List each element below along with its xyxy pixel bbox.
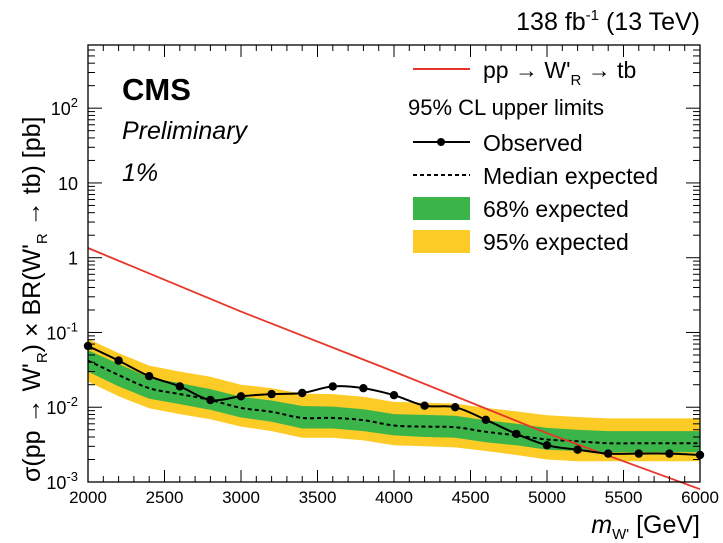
y-tick-label: 10-2 (46, 394, 78, 418)
observed-point (512, 429, 521, 439)
axis-ticks: 2000 2500 3000 3500 4000 4500 5000 5500 6000 10-3… (46, 44, 719, 507)
x-axis-title: mW' [GeV] (591, 511, 700, 543)
observed-point (420, 401, 429, 410)
legend-header: 95% CL upper limits (408, 95, 604, 120)
y-axis-title: σ(pp → W'R) × BR(W'R → tb) [pb] (18, 117, 51, 482)
width-label: 1% (122, 159, 158, 187)
y-tick-label: 102 (51, 95, 78, 119)
observed-point (542, 441, 552, 450)
y-tick-label: 10-1 (46, 319, 78, 343)
x-tick-label: 6000 (681, 488, 719, 507)
y-tick-label: 10-3 (46, 469, 78, 493)
observed-point (236, 392, 246, 401)
legend-signal-label: pp → W'R → tb (483, 57, 636, 89)
observed-point (206, 395, 215, 405)
x-tick-label: 5000 (528, 488, 566, 507)
observed-point (114, 356, 123, 365)
x-tick-label: 2000 (69, 488, 107, 507)
y-tick-label: 10 (58, 174, 78, 194)
x-tick-label: 5500 (605, 488, 643, 507)
expected-bands (88, 338, 700, 462)
x-tick-label: 2500 (146, 488, 184, 507)
observed-point (175, 382, 184, 391)
x-tick-label: 3000 (222, 488, 260, 507)
observed-point (573, 445, 582, 454)
legend-observed-marker (437, 138, 445, 146)
observed-point (389, 391, 399, 400)
y-tick-label: 1 (68, 249, 78, 269)
observed-point (359, 384, 368, 393)
lumi-label: 138 fb-1 (13 TeV) (516, 7, 700, 36)
legend-median-label: Median expected (483, 163, 658, 189)
median-expected-line (87, 359, 700, 445)
legend-band95-label: 95% expected (483, 229, 629, 255)
legend-band68-swatch (413, 197, 470, 220)
legend-observed-label: Observed (483, 130, 583, 156)
x-tick-label: 4000 (375, 488, 413, 507)
observed-point (451, 403, 460, 412)
observed-point (481, 415, 490, 424)
observed-point (604, 449, 613, 458)
x-tick-label: 3500 (299, 488, 337, 507)
legend-band68-label: 68% expected (483, 196, 629, 222)
observed-point (145, 372, 154, 381)
legend-band95-swatch (413, 230, 470, 253)
observed-point (634, 449, 643, 458)
observed-point (328, 382, 337, 391)
observed-point (267, 389, 276, 399)
legend: pp → W'R → tb 95% CL upper limits Observ… (408, 57, 658, 255)
cms-label: CMS (122, 72, 191, 107)
x-tick-label: 4500 (452, 488, 490, 507)
preliminary-label: Preliminary (122, 117, 249, 145)
observed-point (665, 449, 674, 458)
observed-point (298, 388, 307, 398)
